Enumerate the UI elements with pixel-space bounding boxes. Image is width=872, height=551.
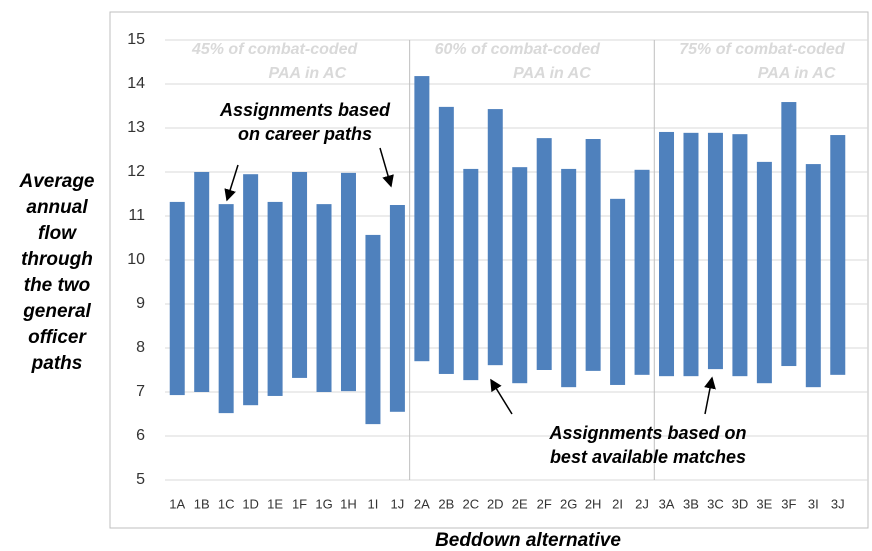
y-tick-label: 5 xyxy=(136,471,145,488)
annotation: best available matches xyxy=(550,447,746,467)
y-tick-label: 13 xyxy=(127,119,145,136)
x-tick-label: 1E xyxy=(267,496,283,511)
group-label: 60% of combat-coded xyxy=(435,41,602,58)
y-tick-label: 15 xyxy=(127,31,145,48)
y-tick-label: 14 xyxy=(127,75,145,92)
bar xyxy=(267,201,283,396)
group-label: 45% of combat-coded xyxy=(191,41,359,58)
bar xyxy=(805,164,821,388)
bar xyxy=(340,172,356,392)
y-tick-label: 9 xyxy=(136,295,145,312)
bar xyxy=(292,172,308,378)
x-tick-label: 1H xyxy=(340,496,357,511)
bar xyxy=(585,139,601,371)
x-tick-label: 2E xyxy=(512,496,528,511)
group-label: PAA in AC xyxy=(513,65,591,82)
plot-frame xyxy=(109,11,869,529)
y-axis-title: general xyxy=(22,301,91,322)
bar xyxy=(365,234,381,425)
x-tick-label: 2F xyxy=(537,496,552,511)
annotation: Assignments based on xyxy=(548,423,746,443)
x-tick-label: 3A xyxy=(659,496,675,511)
bar xyxy=(169,201,185,396)
bar xyxy=(194,172,210,392)
group-label: PAA in AC xyxy=(758,65,836,82)
bar xyxy=(389,205,405,412)
y-axis-title: Average xyxy=(19,171,95,192)
x-tick-label: 1D xyxy=(242,496,259,511)
bar xyxy=(830,135,846,375)
bar xyxy=(487,109,503,366)
x-tick-label: 3B xyxy=(683,496,699,511)
bar xyxy=(707,132,723,370)
x-tick-label: 1J xyxy=(391,496,405,511)
x-tick-label: 2G xyxy=(560,496,577,511)
x-tick-label: 2C xyxy=(462,496,479,511)
x-tick-label: 3F xyxy=(781,496,796,511)
y-tick-label: 6 xyxy=(136,427,145,444)
y-axis-title: officer xyxy=(28,327,87,348)
x-tick-label: 3D xyxy=(732,496,749,511)
bar xyxy=(610,198,626,385)
y-axis-title: through xyxy=(21,249,93,270)
arrows xyxy=(224,147,716,415)
bar xyxy=(463,168,479,381)
bar xyxy=(512,167,528,384)
bar xyxy=(438,106,454,374)
y-axis-title: flow xyxy=(38,223,77,244)
x-tick-label: 1A xyxy=(169,496,185,511)
x-tick-label: 1I xyxy=(368,496,379,511)
bar xyxy=(243,174,259,406)
x-tick-label: 3J xyxy=(831,496,845,511)
x-tick-label: 2H xyxy=(585,496,602,511)
bar xyxy=(683,132,699,377)
group-label: PAA in AC xyxy=(269,65,347,82)
x-tick-label: 3C xyxy=(707,496,724,511)
annotation: on career paths xyxy=(238,124,372,144)
x-tick-label: 2A xyxy=(414,496,430,511)
x-tick-label: 1F xyxy=(292,496,307,511)
y-axis-title: paths xyxy=(31,353,83,374)
x-tick-label: 1G xyxy=(315,496,332,511)
group-label: 75% of combat-coded xyxy=(679,41,846,58)
bar xyxy=(634,169,650,375)
x-axis-title: Beddown alternative xyxy=(435,530,621,551)
bar xyxy=(756,161,772,384)
bar xyxy=(218,204,234,414)
x-tick-label: 1B xyxy=(194,496,210,511)
y-axis-title: annual xyxy=(26,197,88,218)
bar xyxy=(316,204,332,392)
bar xyxy=(732,134,748,377)
annotation: Assignments based xyxy=(219,100,391,120)
bar xyxy=(414,76,430,362)
bar xyxy=(561,168,577,388)
y-tick-label: 12 xyxy=(127,163,145,180)
bar xyxy=(536,138,552,370)
x-tick-label: 2J xyxy=(635,496,649,511)
y-tick-label: 7 xyxy=(136,383,145,400)
y-axis-title: the two xyxy=(24,275,91,296)
x-tick-label: 3E xyxy=(756,496,772,511)
y-tick-label: 10 xyxy=(127,251,145,268)
y-tick-label: 8 xyxy=(136,339,145,356)
bar xyxy=(659,131,675,377)
x-tick-label: 3I xyxy=(808,496,819,511)
x-tick-label: 2D xyxy=(487,496,504,511)
bar xyxy=(781,102,797,367)
x-tick-label: 2B xyxy=(438,496,454,511)
y-tick-label: 11 xyxy=(128,207,145,224)
x-tick-label: 2I xyxy=(612,496,623,511)
x-tick-label: 1C xyxy=(218,496,235,511)
